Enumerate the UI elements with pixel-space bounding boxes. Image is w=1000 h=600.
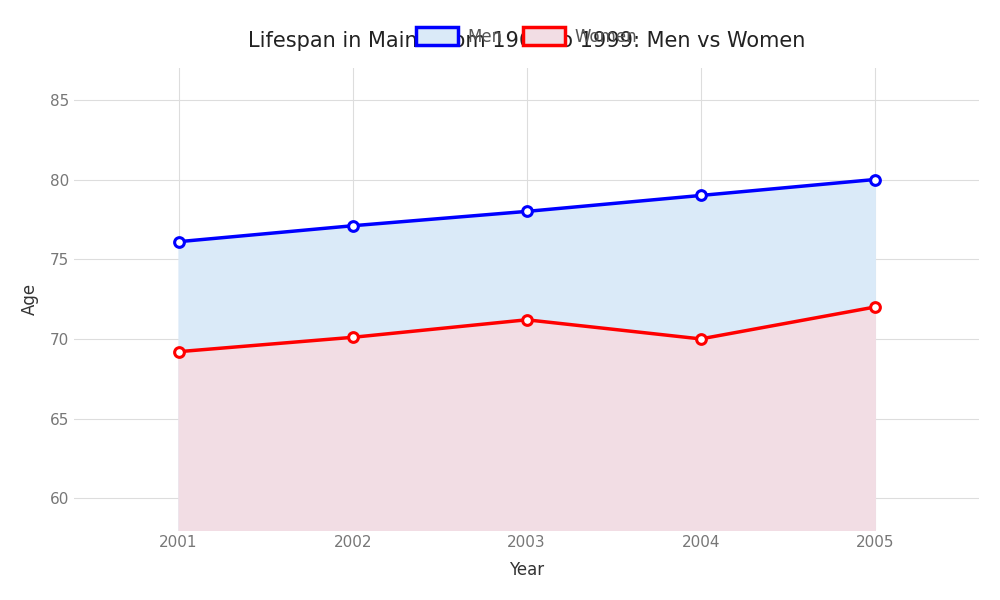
Title: Lifespan in Maine from 1963 to 1999: Men vs Women: Lifespan in Maine from 1963 to 1999: Men… — [248, 31, 805, 51]
X-axis label: Year: Year — [509, 561, 544, 579]
Y-axis label: Age: Age — [21, 283, 39, 315]
Legend: Men, Women: Men, Women — [409, 21, 644, 52]
